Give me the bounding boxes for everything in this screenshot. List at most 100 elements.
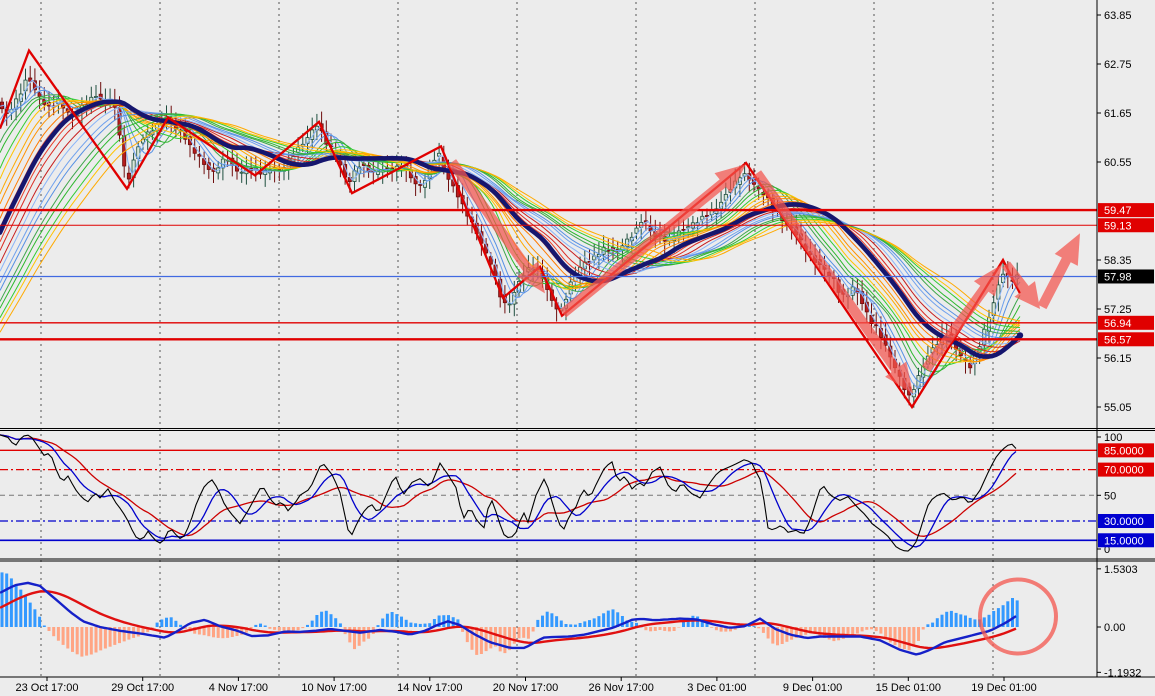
macd-histogram-bar <box>526 627 530 639</box>
candle-body <box>1001 273 1006 283</box>
trend-arrow-head <box>1054 233 1080 266</box>
oscillator-signal-line <box>0 434 1017 548</box>
macd-histogram-bar <box>24 595 27 627</box>
macd-histogram-bar <box>893 627 897 646</box>
price-badge-label: 59.47 <box>1104 205 1132 217</box>
macd-histogram-bar <box>315 615 319 627</box>
macd-histogram-bar <box>409 622 413 627</box>
candle-body <box>94 96 99 98</box>
macd-histogram-bar <box>931 622 935 627</box>
macd-histogram-bar <box>771 627 775 644</box>
macd-histogram-bar <box>212 627 215 638</box>
macd-histogram-bar <box>996 608 1000 627</box>
candle-body <box>606 249 611 252</box>
macd-histogram-bar <box>282 627 286 631</box>
macd-histogram-bar <box>442 615 446 627</box>
time-axis: 23 Oct 17:00 29 Oct 17:00 4 Nov 17:00 10 No… <box>16 677 1037 694</box>
macd-histogram-bar <box>818 627 822 637</box>
candle-body <box>507 303 512 306</box>
candle-body <box>418 183 423 186</box>
macd-histogram-bar <box>677 627 681 628</box>
macd-histogram-bar <box>183 627 187 629</box>
macd-histogram-bar <box>964 615 967 627</box>
macd-histogram-bar <box>982 617 986 627</box>
macd-histogram-bar <box>122 627 126 642</box>
macd-histogram-bar <box>56 627 60 641</box>
macd-histogram-bar <box>682 621 685 627</box>
price-badge <box>1098 218 1154 233</box>
candle-body <box>700 215 705 221</box>
macd-histogram-bar <box>954 612 958 627</box>
oscillator-axis-label: 0 <box>1104 544 1110 556</box>
macd-histogram-bar <box>202 627 206 636</box>
ma-line <box>0 95 1021 373</box>
macd-histogram-bar <box>606 610 610 627</box>
macd-histogram-bar <box>696 616 700 627</box>
macd-histogram-bar <box>432 619 436 627</box>
oscillator-main-line <box>0 434 1017 552</box>
macd-histogram-bar <box>705 623 709 627</box>
macd-histogram-bar <box>620 616 624 627</box>
y-axis-label: 58.35 <box>1104 255 1132 267</box>
y-axis-label: 63.85 <box>1104 10 1132 22</box>
macd-histogram-bar <box>127 627 131 640</box>
macd-histogram-bar <box>1015 600 1019 627</box>
highlight-circle-annotation <box>978 577 1058 656</box>
macd-histogram-bar <box>287 627 291 631</box>
macd-histogram-bar <box>855 627 859 634</box>
macd-histogram-bar <box>479 627 483 654</box>
macd-histogram-bar <box>28 602 32 627</box>
macd-histogram-bar <box>108 627 112 647</box>
macd-histogram-bar <box>559 620 563 627</box>
macd-histogram-bar <box>357 627 361 646</box>
macd-histogram-bar <box>898 627 902 648</box>
candle-body <box>681 228 686 231</box>
macd-histogram-bar <box>428 623 432 627</box>
macd-histogram-bar <box>710 627 714 628</box>
slow-ma-end-dot <box>1016 332 1024 339</box>
oscillator-panel <box>0 434 1097 552</box>
time-axis-label: 9 Dec 01:00 <box>783 682 842 694</box>
macd-histogram-bar <box>907 627 911 651</box>
macd-histogram-bar <box>475 627 479 655</box>
macd-histogram-bar <box>865 627 869 630</box>
macd-axis-label: 1.5303 <box>1104 564 1138 576</box>
macd-histogram-bar <box>33 609 37 627</box>
macd-histogram-bar <box>273 627 277 630</box>
macd-histogram-bar <box>155 622 159 627</box>
macd-histogram-bar <box>165 617 168 627</box>
macd-histogram-bar <box>888 627 892 643</box>
macd-histogram-bar <box>160 619 164 627</box>
macd-histogram-bar <box>259 623 262 627</box>
macd-histogram-bar <box>926 624 930 627</box>
zigzag-line <box>0 48 1022 410</box>
ma-line <box>0 100 1021 363</box>
macd-histogram-bar <box>5 573 9 627</box>
time-axis-label: 14 Nov 17:00 <box>397 682 462 694</box>
macd-histogram-bar <box>277 627 281 631</box>
macd-histogram-bar <box>390 612 394 627</box>
trend-arrow-head <box>1014 281 1040 309</box>
price-badge <box>1098 514 1154 528</box>
macd-histogram-bar <box>42 625 46 627</box>
y-axis-label: 55.05 <box>1104 402 1132 414</box>
ma-line <box>0 113 1021 335</box>
trend-arrow-shaft <box>559 176 730 318</box>
macd-histogram-bar <box>240 627 244 635</box>
macd-histogram-bar <box>616 612 620 627</box>
macd-histogram-bar <box>61 627 65 645</box>
trend-arrow-head <box>885 361 913 394</box>
ma-line <box>0 99 1021 363</box>
candle-body <box>187 136 192 146</box>
price-badge <box>1098 203 1154 218</box>
macd-histogram-bar <box>531 627 535 632</box>
macd-histogram-bar <box>113 627 117 645</box>
macd-histogram-bar <box>197 627 201 635</box>
macd-histogram-bar <box>714 627 718 631</box>
macd-histogram-bar <box>320 611 324 627</box>
macd-histogram-bar <box>221 627 225 639</box>
macd-histogram-bar <box>536 619 540 627</box>
